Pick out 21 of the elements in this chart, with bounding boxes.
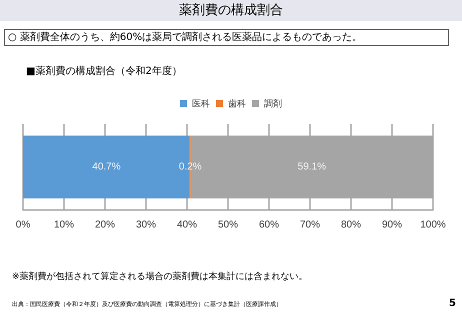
x-tick-label: 30% [136, 220, 156, 230]
text: ※薬剤費が包括されて算定される場合の薬剤費は本集計には含まれない。 [12, 270, 308, 283]
chart-title: 薬剤費の構成割合 [0, 0, 462, 21]
text: 5 [449, 298, 456, 309]
data-label: 59.1% [298, 162, 326, 172]
x-tick-label: 10% [54, 220, 74, 230]
data-label: 40.7% [92, 162, 121, 172]
x-tick-label: 80% [340, 220, 362, 230]
chart-subtitle: ○ 薬剤費全体のうち、約60%は薬局で調剤される医薬品によるものであった。 [4, 29, 449, 46]
x-tick-label: 50% [218, 220, 238, 230]
x-tick-label: 60% [258, 220, 280, 230]
text: ■薬剤費の構成割合（令和2年度） [26, 64, 182, 78]
x-tick-label: 20% [94, 220, 116, 230]
legend-label: 歯科 [228, 98, 246, 108]
x-tick-label: 90% [382, 220, 402, 230]
x-tick-label: 40% [176, 220, 198, 230]
legend-label: 医科 [192, 98, 210, 108]
x-tick-label: 70% [300, 220, 320, 230]
x-tick-label: 100% [420, 220, 446, 230]
legend-label: 調剤 [264, 98, 282, 108]
x-tick-label: 0% [16, 220, 30, 230]
